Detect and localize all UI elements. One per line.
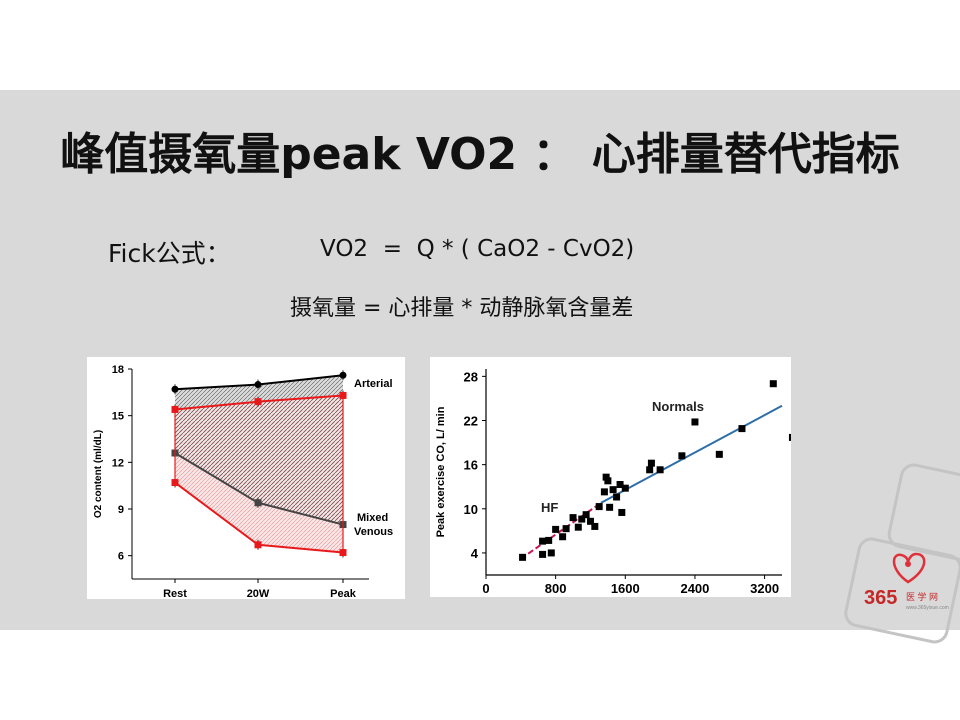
y-tick-label: 4 [471, 546, 479, 561]
data-point [738, 425, 746, 433]
data-point [769, 380, 777, 388]
logo-heart-icon: 365 医 学 网 www.365yixue.com [864, 552, 949, 611]
hf-annotation: HF [541, 500, 558, 515]
data-point [578, 515, 586, 523]
y-tick-label: 22 [464, 414, 478, 429]
data-point [788, 433, 796, 441]
data-point [562, 525, 570, 533]
data-point [586, 517, 594, 525]
y-tick-label: 6 [118, 551, 124, 563]
data-point [519, 553, 527, 561]
peak-co-scatter-svg: 4 10 16 22 28 0 800 1600 2400 3200 Peak exercise C… [435, 369, 796, 596]
data-point [171, 385, 179, 393]
data-point [715, 450, 723, 458]
logo-suffix: 医 学 网 [906, 591, 938, 602]
data-point [569, 514, 577, 522]
av-difference-band [175, 395, 343, 525]
data-point [613, 493, 621, 501]
y-tick-label: 9 [118, 504, 124, 516]
data-point [539, 537, 547, 545]
y-tick-label: 28 [464, 369, 478, 384]
o2-content-chart: 6 9 12 15 18 Rest 20W Peak O2 content (ml/dL) Art… [87, 357, 405, 600]
data-point [254, 541, 262, 549]
data-point [547, 549, 555, 557]
data-point [545, 536, 553, 544]
x-tick-label: 800 [545, 581, 567, 596]
data-point [339, 371, 347, 379]
data-point [574, 523, 582, 531]
normals-annotation: Normals [652, 399, 704, 414]
data-point [552, 525, 560, 533]
data-point [559, 533, 567, 541]
x-tick-label: Rest [163, 588, 187, 599]
y-tick-label: 18 [112, 364, 124, 376]
data-point [254, 398, 262, 406]
venous-band [175, 453, 343, 553]
fick-equation: VO2 = Q * ( CaO2 - CvO2) [320, 236, 635, 262]
data-point [582, 511, 590, 519]
data-point [647, 459, 655, 467]
data-point [254, 499, 262, 507]
data-point [618, 508, 626, 516]
data-point [621, 484, 629, 492]
data-point [691, 418, 699, 426]
logo-text: 365 [864, 587, 897, 609]
data-point [656, 466, 664, 474]
peak-co-scatter-chart: 4 10 16 22 28 0 800 1600 2400 3200 Peak exercise C… [430, 357, 796, 597]
logo-url: www.365yixue.com [906, 605, 949, 611]
x-tick-label: Peak [330, 588, 357, 599]
x-tick-label: 1600 [611, 581, 640, 596]
x-tick-label: 2400 [680, 581, 709, 596]
data-point [591, 522, 599, 530]
site-logo: 365 医 学 网 www.365yixue.com [858, 540, 958, 620]
data-point [606, 503, 614, 511]
y-tick-label: 10 [464, 502, 478, 517]
x-tick-label: 0 [482, 581, 489, 596]
y-tick-label: 12 [112, 457, 124, 469]
fick-equation-chinese: 摄氧量 = 心排量 * 动静脉氧含量差 [290, 296, 634, 321]
y-tick-label: 15 [112, 411, 124, 423]
data-point [595, 503, 603, 511]
data-point [604, 477, 612, 485]
data-point [609, 486, 617, 494]
fit-line-normals [600, 404, 783, 504]
y-axis-label: Peak exercise CO, L/ min [435, 406, 447, 537]
data-point [678, 452, 686, 460]
fick-label: Fick公式： [108, 239, 231, 268]
x-tick-label: 20W [247, 588, 270, 599]
data-point [600, 488, 608, 496]
o2-content-chart-svg: 6 9 12 15 18 Rest 20W Peak O2 content (ml/dL) Art… [93, 364, 393, 600]
arterial-band [175, 375, 343, 410]
arterial-label: Arterial [354, 378, 393, 390]
slide-title: 峰值摄氧量peak VO2 ： 心排量替代指标 [60, 129, 900, 180]
data-point [539, 550, 547, 558]
data-point [646, 466, 654, 474]
y-axis-label: O2 content (ml/dL) [93, 430, 104, 518]
y-tick-label: 16 [464, 458, 478, 473]
data-point [254, 381, 262, 389]
data-point [616, 481, 624, 489]
x-tick-label: 3200 [750, 581, 779, 596]
venous-label-line2: Venous [354, 526, 393, 538]
data-point [602, 473, 610, 481]
venous-label-line1: Mixed [357, 512, 388, 524]
